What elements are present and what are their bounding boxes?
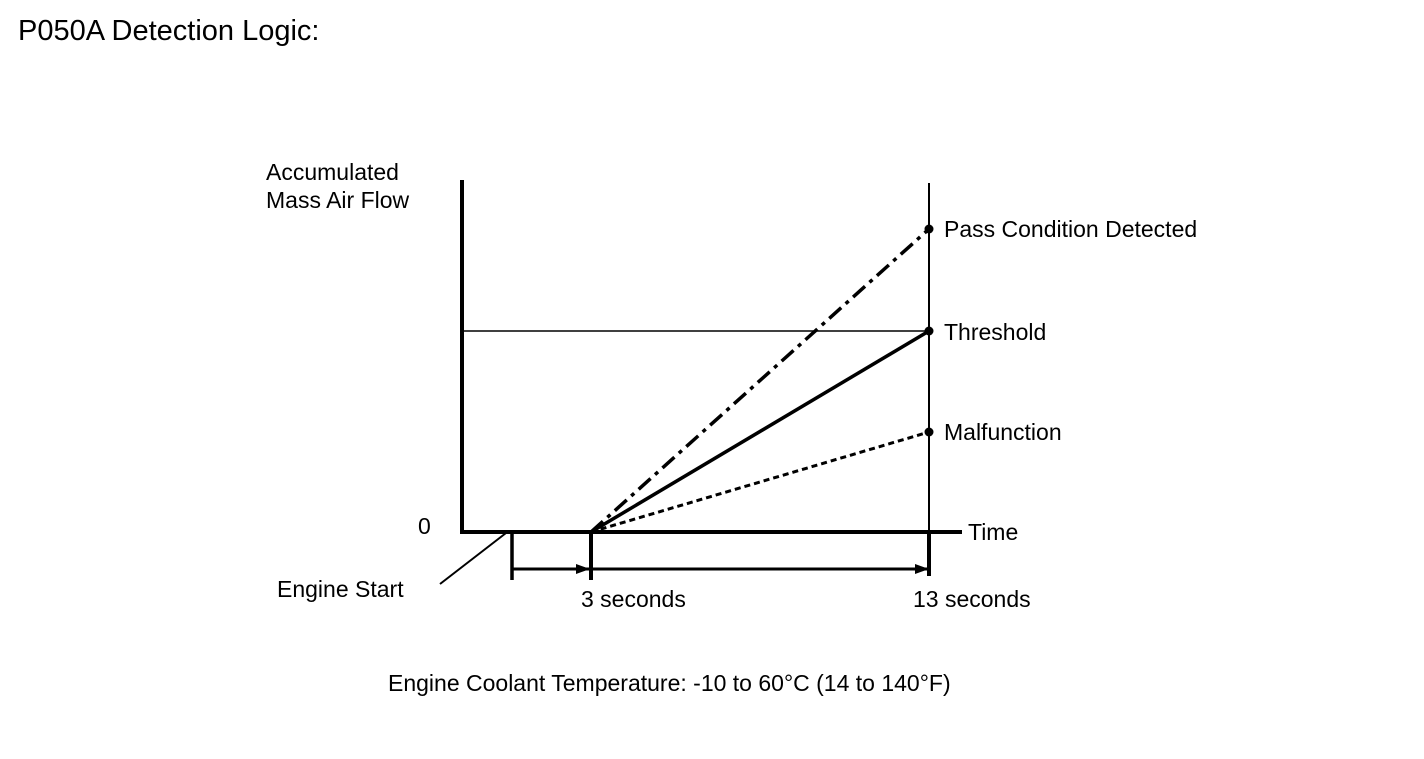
malfunction-trace xyxy=(590,430,930,534)
coolant-temperature-note: Engine Coolant Temperature: -10 to 60°C … xyxy=(388,670,951,696)
pass-condition-trace xyxy=(589,227,931,534)
y-axis-label-line1: Accumulated xyxy=(266,159,399,185)
origin-label: 0 xyxy=(418,513,431,539)
thirteen-seconds-label: 13 seconds xyxy=(913,586,1031,612)
engine-start-leader xyxy=(439,532,507,585)
malfunction-label: Malfunction xyxy=(944,419,1062,445)
threshold-label: Threshold xyxy=(944,319,1046,345)
pass-condition-label: Pass Condition Detected xyxy=(944,216,1197,242)
y-axis-label-line2: Mass Air Flow xyxy=(266,187,410,213)
threshold-trace xyxy=(590,329,930,534)
malfunction-point xyxy=(924,427,934,437)
x-axis-label: Time xyxy=(968,519,1018,545)
threshold-point xyxy=(924,326,934,336)
diagram-title: P050A Detection Logic: xyxy=(18,15,319,47)
engine-start-label: Engine Start xyxy=(277,576,404,602)
pass-condition-point xyxy=(924,224,934,234)
three-seconds-label: 3 seconds xyxy=(581,586,686,612)
